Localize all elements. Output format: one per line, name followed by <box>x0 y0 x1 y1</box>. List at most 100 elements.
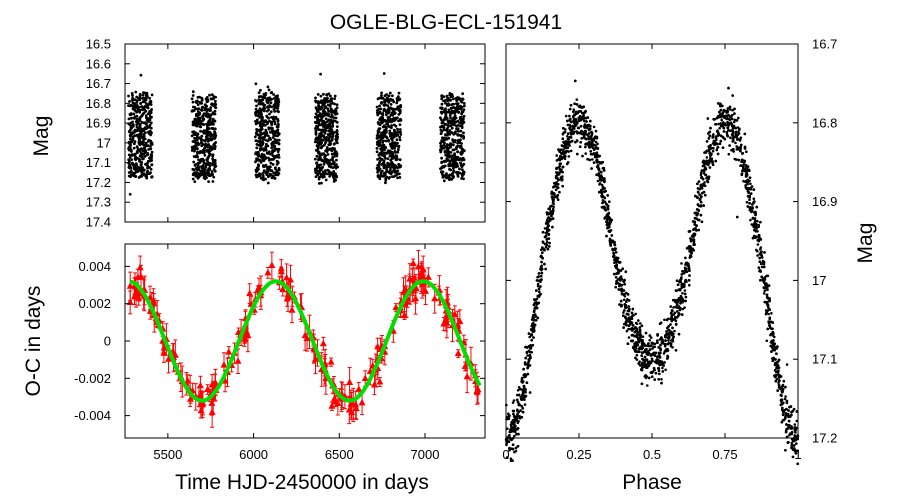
light-curve-point <box>388 150 392 154</box>
light-curve-point <box>197 168 201 171</box>
light-curve-point <box>270 98 273 101</box>
light-curve-point <box>266 85 270 89</box>
light-curve-point <box>317 100 320 104</box>
light-curve-point <box>211 103 215 107</box>
light-curve-point <box>196 142 200 146</box>
light-curve-point <box>380 91 383 95</box>
light-curve-point <box>398 165 402 169</box>
light-curve-point <box>458 167 461 171</box>
light-curve-point <box>199 101 203 105</box>
light-curve-point <box>150 163 154 167</box>
light-curve-point <box>376 174 380 178</box>
light-curve-point <box>194 112 198 116</box>
light-curve-point <box>259 95 263 98</box>
light-curve-point <box>383 94 387 97</box>
light-curve-point <box>198 95 202 99</box>
light-curve-point <box>335 158 338 162</box>
light-curve-point <box>136 151 139 155</box>
light-curve-point <box>439 141 442 145</box>
light-curve-point <box>129 112 133 115</box>
light-curve-point <box>261 171 265 175</box>
light-curve-point <box>387 111 390 115</box>
o-c-ytick-label: -0.004 <box>74 408 111 423</box>
light-curve-point <box>268 104 272 108</box>
light-curve-point <box>331 125 334 128</box>
light-curve-point <box>394 151 397 154</box>
light-curve-point <box>447 108 451 112</box>
light-curve-point <box>211 180 215 183</box>
light-curve-point <box>328 174 331 178</box>
light-curve-point <box>325 150 329 154</box>
light-curve-point <box>277 138 281 142</box>
light-curve-point <box>397 119 400 123</box>
light-curve-point <box>209 122 213 125</box>
light-curve-point <box>150 150 154 154</box>
light-curve-point <box>202 148 206 152</box>
light-curve-point <box>132 146 136 150</box>
light-curve-point <box>382 103 386 107</box>
light-curve-point <box>387 94 391 98</box>
light-curve-point <box>455 107 459 111</box>
light-curve-point <box>333 154 337 158</box>
light-curve-point <box>271 149 274 153</box>
light-curve-point <box>376 121 380 124</box>
light-curve-point <box>214 134 218 137</box>
light-curve-point <box>396 148 400 152</box>
light-curve-point <box>200 108 204 112</box>
light-curve-point <box>442 128 446 132</box>
light-curve-point <box>390 126 393 130</box>
light-curve-point <box>206 108 210 112</box>
light-curve-point <box>211 173 215 177</box>
light-curve-point <box>452 169 456 173</box>
light-curve-point <box>191 109 194 113</box>
light-curve-point <box>130 158 134 162</box>
light-curve-point <box>206 98 210 102</box>
light-curve-point <box>273 120 277 124</box>
light-curve-point <box>190 149 194 152</box>
light-curve-point <box>382 135 386 138</box>
light-curve-point <box>325 146 329 149</box>
light-curve-point <box>313 157 317 161</box>
light-curve-point <box>141 100 145 104</box>
light-curve-point <box>315 161 319 165</box>
light-curve-point <box>392 117 396 120</box>
light-curve-point <box>130 92 134 95</box>
o-c-points <box>126 249 482 428</box>
light-curve-point <box>319 172 323 176</box>
light-curve-point <box>461 147 464 151</box>
light-curve-point <box>146 153 150 156</box>
light-curve-point <box>145 116 148 120</box>
light-curve-point <box>376 113 380 117</box>
light-curve-point <box>277 172 281 175</box>
light-curve-point <box>449 151 453 154</box>
light-curve-point <box>335 135 338 139</box>
light-curve-point <box>324 159 327 163</box>
light-curve-point <box>457 110 461 114</box>
light-curve-point <box>385 168 388 172</box>
light-curve-point <box>335 152 339 156</box>
light-curve-point <box>317 145 320 149</box>
light-curve-point <box>445 147 449 150</box>
light-curve-point <box>259 148 262 152</box>
light-curve-point <box>453 139 457 142</box>
light-curve-point <box>192 160 196 164</box>
light-curve-point <box>459 129 463 133</box>
light-curve-point <box>213 130 216 134</box>
light-curve-point <box>209 106 213 109</box>
light-curve-point <box>335 103 339 107</box>
light-curve-point <box>272 154 276 158</box>
light-curve-point <box>446 132 450 136</box>
light-curve-point <box>149 167 153 171</box>
light-curve-point <box>460 121 464 124</box>
light-curve-point <box>456 150 460 154</box>
light-curve-point <box>262 106 265 110</box>
light-curve-point <box>321 144 324 148</box>
light-curve-point <box>133 171 137 175</box>
light-curve-point <box>143 91 147 95</box>
light-curve-point <box>150 131 153 135</box>
light-curve-point <box>320 181 323 185</box>
light-curve-point <box>140 133 143 137</box>
light-curve-point <box>148 102 152 106</box>
